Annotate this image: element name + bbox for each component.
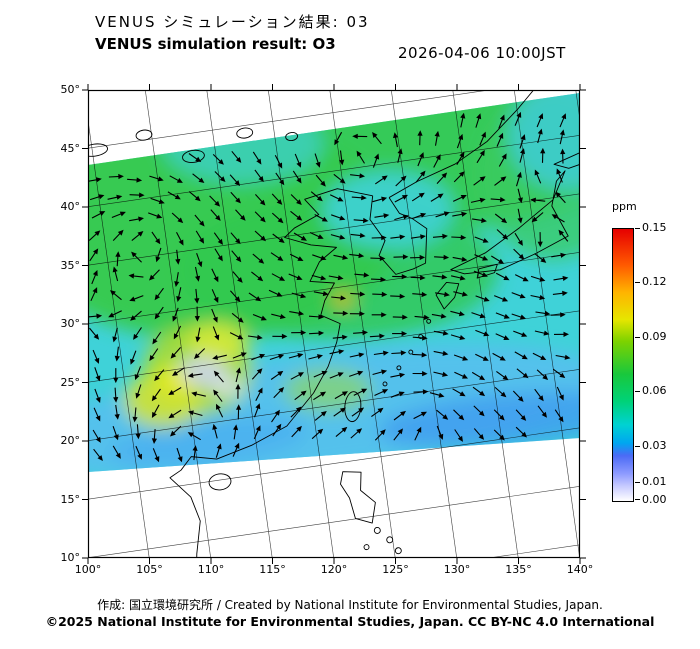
meridian-line xyxy=(206,90,273,558)
parallel-line xyxy=(88,193,580,266)
lon-tick-label: 140° xyxy=(566,563,594,576)
coastline-luzon xyxy=(340,471,376,524)
lake-outline xyxy=(135,129,153,141)
meridian-line xyxy=(144,90,212,558)
axis-tick-marks xyxy=(82,84,586,564)
colorbar-tick-label: 0.03 xyxy=(642,438,667,452)
ryukyu-island xyxy=(408,349,414,355)
lon-tick-label: 115° xyxy=(259,563,286,576)
parallel-line xyxy=(88,251,580,325)
parallel-line xyxy=(88,90,492,149)
lat-tick-label: 10° xyxy=(60,551,81,564)
lat-tick-label: 25° xyxy=(60,375,81,389)
colorbar: ppm 0.15 0.12 0.09 0.06 0.03 0.01 0.00 xyxy=(612,200,697,520)
lon-tick-label: 110° xyxy=(197,563,225,576)
coastline-china-vietnam xyxy=(169,199,341,558)
coastline-korea xyxy=(369,195,428,275)
coastline-hokkaido xyxy=(553,135,580,169)
map-plot xyxy=(82,84,586,564)
colorbar-tick-label: 0.12 xyxy=(642,275,667,289)
wind-vectors xyxy=(88,111,571,463)
graticule-grid xyxy=(88,90,580,558)
ryukyu-island xyxy=(396,365,402,371)
coastline-hainan xyxy=(208,473,232,491)
meridian-line xyxy=(329,90,396,558)
parallel-line xyxy=(88,368,580,442)
colorbar-gradient xyxy=(612,228,634,502)
credit-line: 作成: 国立環境研究所 / Created by National Instit… xyxy=(97,598,603,612)
colorbar-tick-mark xyxy=(635,282,640,284)
colorbar-unit-label: ppm xyxy=(612,200,637,213)
meridian-line xyxy=(452,90,519,558)
island xyxy=(394,547,402,555)
ryukyu-island xyxy=(426,318,432,324)
parallel-line xyxy=(88,485,580,558)
colorbar-tick-label: 0.15 xyxy=(642,221,667,234)
lon-tick-label: 105° xyxy=(136,563,163,576)
lake-outline xyxy=(88,143,108,157)
colorbar-tick-label: 0.00 xyxy=(642,493,667,506)
parallel-line xyxy=(88,134,580,208)
colorbar-tick-mark xyxy=(635,391,640,393)
island xyxy=(363,544,370,551)
meridian-line xyxy=(513,90,580,558)
meridian-line xyxy=(88,118,150,558)
plot-frame xyxy=(87,89,581,559)
longitude-axis: 100° 105° 110° 115° 120° 125° 130° 135° 140° xyxy=(75,563,594,579)
colorbar-tick-label: 0.09 xyxy=(642,329,667,343)
meridian-line xyxy=(390,90,458,558)
parallel-line xyxy=(486,544,580,558)
coastline-kyushu xyxy=(435,281,460,310)
lon-tick-label: 135° xyxy=(505,563,532,576)
lake-outline xyxy=(236,127,254,139)
lat-tick-label: 45° xyxy=(60,141,81,155)
lat-tick-label: 30° xyxy=(60,317,81,330)
meridian-line xyxy=(267,90,335,558)
colorbar-tick-label: 0.01 xyxy=(642,474,667,488)
lon-tick-label: 125° xyxy=(382,563,409,576)
colorbar-tick-mark xyxy=(635,336,640,338)
parallel-line xyxy=(88,427,580,500)
parallel-line xyxy=(88,310,580,383)
latitude-axis: 50° 45° 40° 35° 30° 25° 20° 15° 10° xyxy=(50,83,82,564)
island xyxy=(373,527,381,534)
page-title-japanese: VENUS シミュレーション結果: 03 xyxy=(95,13,370,31)
map-canvas xyxy=(82,84,586,564)
lat-tick-label: 35° xyxy=(60,258,81,272)
lon-tick-label: 100° xyxy=(74,563,102,576)
ryukyu-island xyxy=(382,381,388,387)
coastline-shikoku xyxy=(476,263,498,279)
page-title-english: VENUS simulation result: O3 xyxy=(95,35,336,53)
colorbar-tick-mark xyxy=(635,481,640,483)
forecast-timestamp: 2026-04-06 10:00JST xyxy=(398,44,566,62)
colorbar-tick-label: 0.06 xyxy=(642,384,667,398)
island xyxy=(386,536,394,544)
coastline-taiwan xyxy=(344,391,362,423)
wind-arrow-shafts xyxy=(88,114,569,461)
coastline-honshu xyxy=(450,170,569,275)
lake-outline xyxy=(182,149,205,163)
lat-tick-label: 15° xyxy=(60,492,81,506)
lake-outline xyxy=(285,132,299,142)
lon-tick-label: 130° xyxy=(443,563,471,576)
lat-tick-label: 50° xyxy=(60,83,81,96)
lon-tick-label: 120° xyxy=(320,563,348,576)
colorbar-tick-mark xyxy=(635,445,640,447)
colorbar-tick-mark xyxy=(635,228,640,229)
colorbar-tick-mark xyxy=(635,499,640,500)
copyright-line: ©2025 National Institute for Environment… xyxy=(45,614,655,629)
lat-tick-label: 20° xyxy=(60,434,81,447)
lat-tick-label: 40° xyxy=(60,200,81,213)
